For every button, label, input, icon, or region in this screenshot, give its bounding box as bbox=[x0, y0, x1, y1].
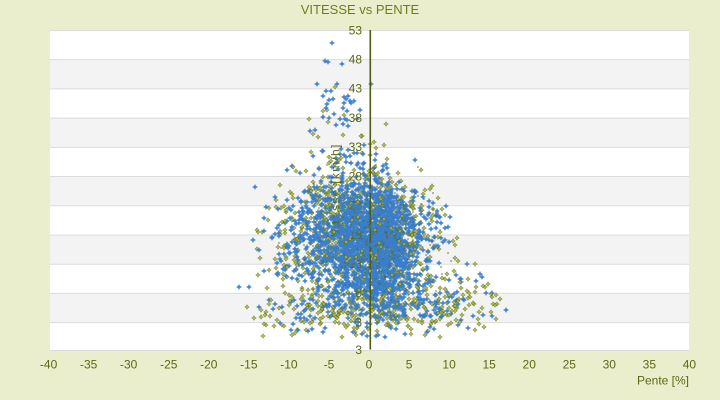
svg-text:3: 3 bbox=[355, 343, 362, 357]
svg-text:-20: -20 bbox=[200, 357, 218, 371]
svg-text:43: 43 bbox=[349, 82, 363, 96]
svg-text:VITESSE vs PENTE: VITESSE vs PENTE bbox=[301, 2, 420, 17]
svg-text:33: 33 bbox=[349, 140, 363, 154]
svg-text:10: 10 bbox=[442, 357, 456, 371]
svg-text:48: 48 bbox=[349, 52, 363, 66]
svg-text:30: 30 bbox=[603, 357, 617, 371]
svg-text:-5: -5 bbox=[324, 357, 335, 371]
svg-text:53: 53 bbox=[349, 23, 363, 37]
svg-text:15: 15 bbox=[482, 357, 496, 371]
svg-text:Pente [%]: Pente [%] bbox=[637, 374, 689, 388]
svg-text:8: 8 bbox=[355, 286, 362, 300]
svg-text:-25: -25 bbox=[160, 357, 178, 371]
svg-text:38: 38 bbox=[349, 111, 363, 125]
svg-text:-40: -40 bbox=[40, 357, 58, 371]
svg-text:28: 28 bbox=[349, 169, 363, 183]
svg-text:25: 25 bbox=[563, 357, 577, 371]
svg-text:35: 35 bbox=[643, 357, 657, 371]
svg-text:0: 0 bbox=[366, 357, 373, 371]
svg-text:5: 5 bbox=[406, 357, 413, 371]
svg-text:-30: -30 bbox=[120, 357, 138, 371]
svg-text:-15: -15 bbox=[240, 357, 258, 371]
svg-text:3: 3 bbox=[355, 315, 362, 329]
svg-text:20: 20 bbox=[523, 357, 537, 371]
svg-text:-35: -35 bbox=[80, 357, 98, 371]
svg-text:40: 40 bbox=[683, 357, 697, 371]
svg-text:-10: -10 bbox=[280, 357, 298, 371]
